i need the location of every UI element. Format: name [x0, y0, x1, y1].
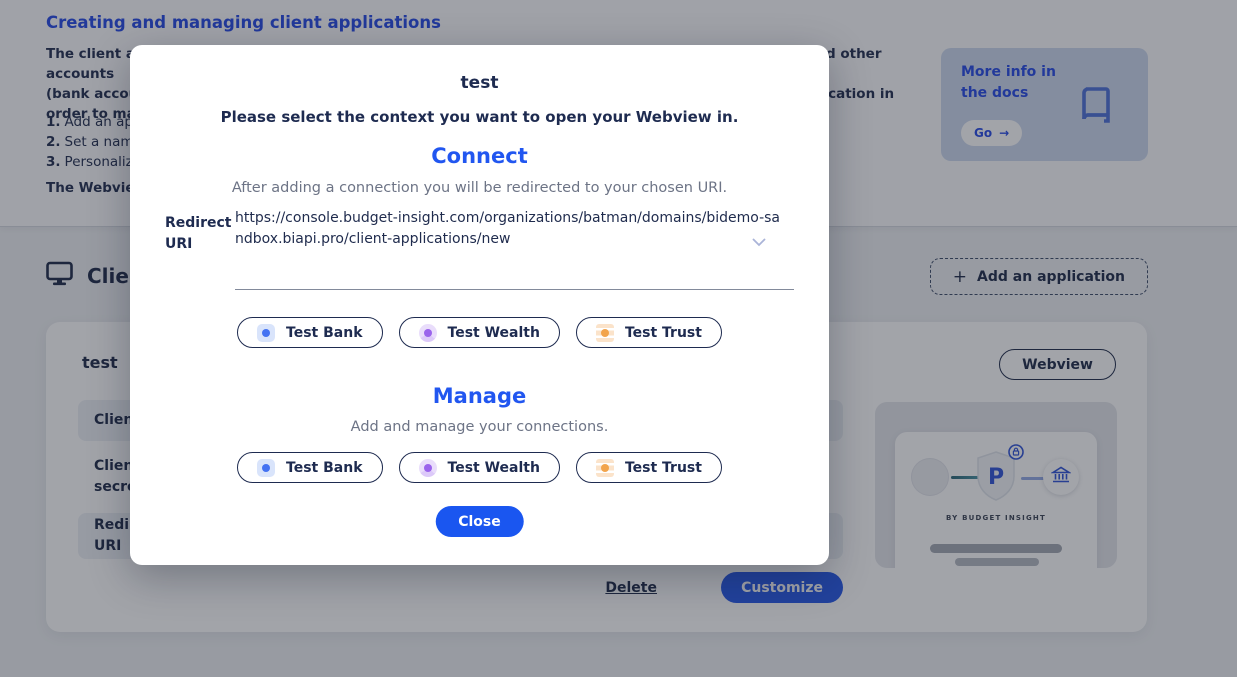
- preview-connector-right: [1021, 477, 1055, 480]
- go-to-docs-button[interactable]: Go →: [961, 120, 1023, 146]
- customize-button[interactable]: Customize: [721, 572, 843, 603]
- manage-context-buttons: Test Bank Test Wealth Test Trust: [130, 452, 829, 483]
- webview-context-modal: test Please select the context you want …: [130, 45, 829, 565]
- plus-icon: +: [952, 266, 968, 287]
- bank-circle: [1043, 459, 1079, 495]
- connect-section-description: After adding a connection you will be re…: [231, 180, 728, 196]
- connect-section-title: Connect: [431, 144, 528, 168]
- svg-text:P: P: [988, 465, 1004, 490]
- trust-context-icon: [595, 458, 614, 477]
- arrow-right-icon: →: [999, 126, 1010, 140]
- redirect-uri-select-label: Redirect URI: [165, 215, 232, 252]
- skeleton-bar: [930, 544, 1062, 553]
- webview-preview-card: P: [895, 432, 1097, 568]
- manage-test-wealth-button[interactable]: Test Wealth: [398, 452, 560, 483]
- connect-test-trust-button[interactable]: Test Trust: [575, 317, 722, 348]
- manage-section-description: Add and manage your connections.: [350, 419, 609, 435]
- monitor-icon: [46, 261, 73, 291]
- connect-test-wealth-button[interactable]: Test Wealth: [398, 317, 560, 348]
- preview-connector-left: [951, 476, 997, 479]
- doc-section-title: Creating and managing client application…: [46, 13, 441, 32]
- redirect-uri-underline: [235, 289, 794, 290]
- lock-badge-icon: [1008, 444, 1024, 464]
- modal-subtitle: Please select the context you want to op…: [220, 108, 739, 126]
- manage-test-trust-button[interactable]: Test Trust: [575, 452, 722, 483]
- modal-title: test: [460, 73, 499, 93]
- preview-caption: BY BUDGET INSIGHT: [946, 514, 1046, 522]
- manage-test-bank-button[interactable]: Test Bank: [237, 452, 383, 483]
- chevron-down-icon: [752, 232, 766, 251]
- wealth-context-icon: [418, 323, 437, 342]
- powens-shield-logo: P: [974, 450, 1018, 506]
- connect-context-buttons: Test Bank Test Wealth Test Trust: [130, 317, 829, 348]
- redirect-uri-select-value: https://console.budget-insight.com/organ…: [235, 210, 781, 247]
- delete-button[interactable]: Delete: [605, 580, 657, 596]
- close-modal-button[interactable]: Close: [435, 506, 524, 537]
- bank-context-icon: [257, 323, 276, 342]
- docs-card-title: More info in the docs: [961, 64, 1056, 101]
- webview-badge: Webview: [999, 349, 1116, 380]
- book-icon: [1074, 82, 1120, 132]
- add-application-button[interactable]: + Add an application: [929, 258, 1148, 295]
- docs-info-card: More info in the docs Go →: [941, 48, 1148, 161]
- webview-preview: P: [875, 402, 1117, 568]
- trust-context-icon: [595, 323, 614, 342]
- skeleton-bar: [955, 558, 1039, 566]
- wealth-context-icon: [418, 458, 437, 477]
- preview-placeholder-circle: [911, 458, 949, 496]
- connect-test-bank-button[interactable]: Test Bank: [237, 317, 383, 348]
- manage-section-title: Manage: [432, 384, 527, 408]
- application-name: test: [82, 353, 118, 372]
- bank-icon: [1050, 466, 1072, 488]
- bank-context-icon: [257, 458, 276, 477]
